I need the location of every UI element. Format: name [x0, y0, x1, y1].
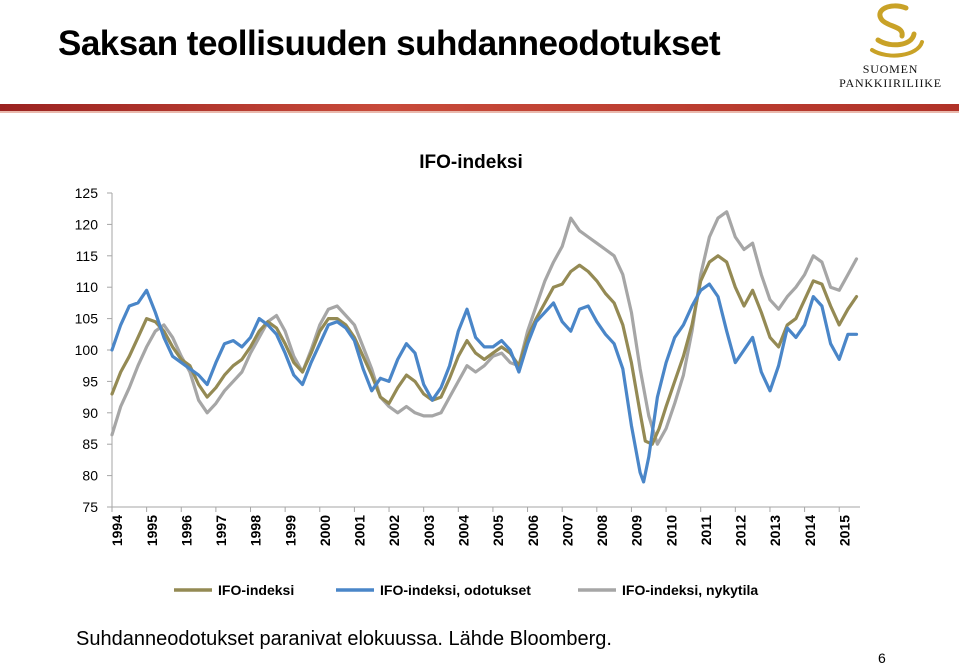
- logo-text-line1: SUOMEN: [862, 62, 919, 76]
- chart-title: IFO-indeksi: [419, 152, 522, 173]
- series-line-1: [110, 282, 859, 484]
- legend-label: IFO-indeksi: [218, 582, 294, 598]
- y-tick-label: 85: [82, 436, 98, 452]
- x-tick-label: 2014: [802, 515, 818, 546]
- x-tick-label: 1999: [282, 515, 298, 546]
- x-tick-label: 2004: [455, 515, 471, 546]
- logo-text-line2: PANKKIIRILIIKE: [839, 76, 942, 90]
- x-tick-label: 2005: [490, 515, 506, 546]
- x-tick-label: 2000: [317, 515, 333, 546]
- y-tick-label: 125: [75, 185, 99, 201]
- y-tick-label: 120: [75, 216, 99, 232]
- y-tick-label: 115: [76, 248, 99, 264]
- y-tick-label: 80: [82, 468, 98, 484]
- x-tick-label: 2013: [767, 515, 783, 546]
- slide-title: Saksan teollisuuden suhdanneodotukset: [58, 24, 721, 63]
- x-tick-label: 2011: [698, 515, 714, 546]
- header-divider: [0, 104, 959, 113]
- x-tick-label: 2015: [836, 515, 852, 546]
- y-tick-label: 95: [82, 373, 98, 389]
- chart-legend: IFO-indeksi IFO-indeksi, odotukset IFO-ind…: [174, 582, 758, 598]
- y-tick-label: 110: [76, 279, 99, 295]
- y-tick-label: 90: [82, 405, 98, 421]
- page-number: 6: [878, 650, 886, 666]
- x-tick-label: 2002: [386, 515, 402, 546]
- ifo-line-chart: IFO-indeksi 75 80 85 90 95 100 105 110 115 120 125…: [75, 152, 860, 598]
- logo-s-mark-icon: [870, 3, 924, 58]
- x-tick-label: 1996: [178, 515, 194, 546]
- x-tick-label: 1998: [248, 515, 264, 546]
- x-tick-label: 2010: [663, 515, 679, 546]
- x-tick-label: 2001: [352, 515, 368, 546]
- company-logo: SUOMEN PANKKIIRILIIKE: [828, 2, 953, 92]
- x-tick-label: 2003: [421, 515, 437, 546]
- y-tick-label: 75: [82, 499, 98, 515]
- legend-label: IFO-indeksi, nykytila: [622, 582, 758, 598]
- legend-label: IFO-indeksi, odotukset: [380, 582, 531, 598]
- x-tick-label: 1994: [109, 515, 125, 546]
- y-tick-label: 105: [75, 311, 99, 327]
- x-tick-label: 1997: [213, 515, 229, 546]
- x-tick-label: 2012: [733, 515, 749, 546]
- y-tick-label: 100: [75, 342, 99, 358]
- slide-caption: Suhdanneodotukset paranivat elokuussa. L…: [76, 628, 612, 650]
- series-line-2: [110, 210, 859, 446]
- x-tick-label: 2008: [594, 515, 610, 546]
- x-tick-label: 2007: [559, 515, 575, 546]
- x-tick-label: 2009: [629, 515, 645, 546]
- plot-area: 75 80 85 90 95 100 105 110 115 120 125 1994 1995 1996…: [75, 185, 860, 546]
- x-tick-label: 1995: [144, 515, 160, 546]
- series-line-0: [110, 254, 859, 446]
- x-tick-label: 2006: [525, 515, 541, 546]
